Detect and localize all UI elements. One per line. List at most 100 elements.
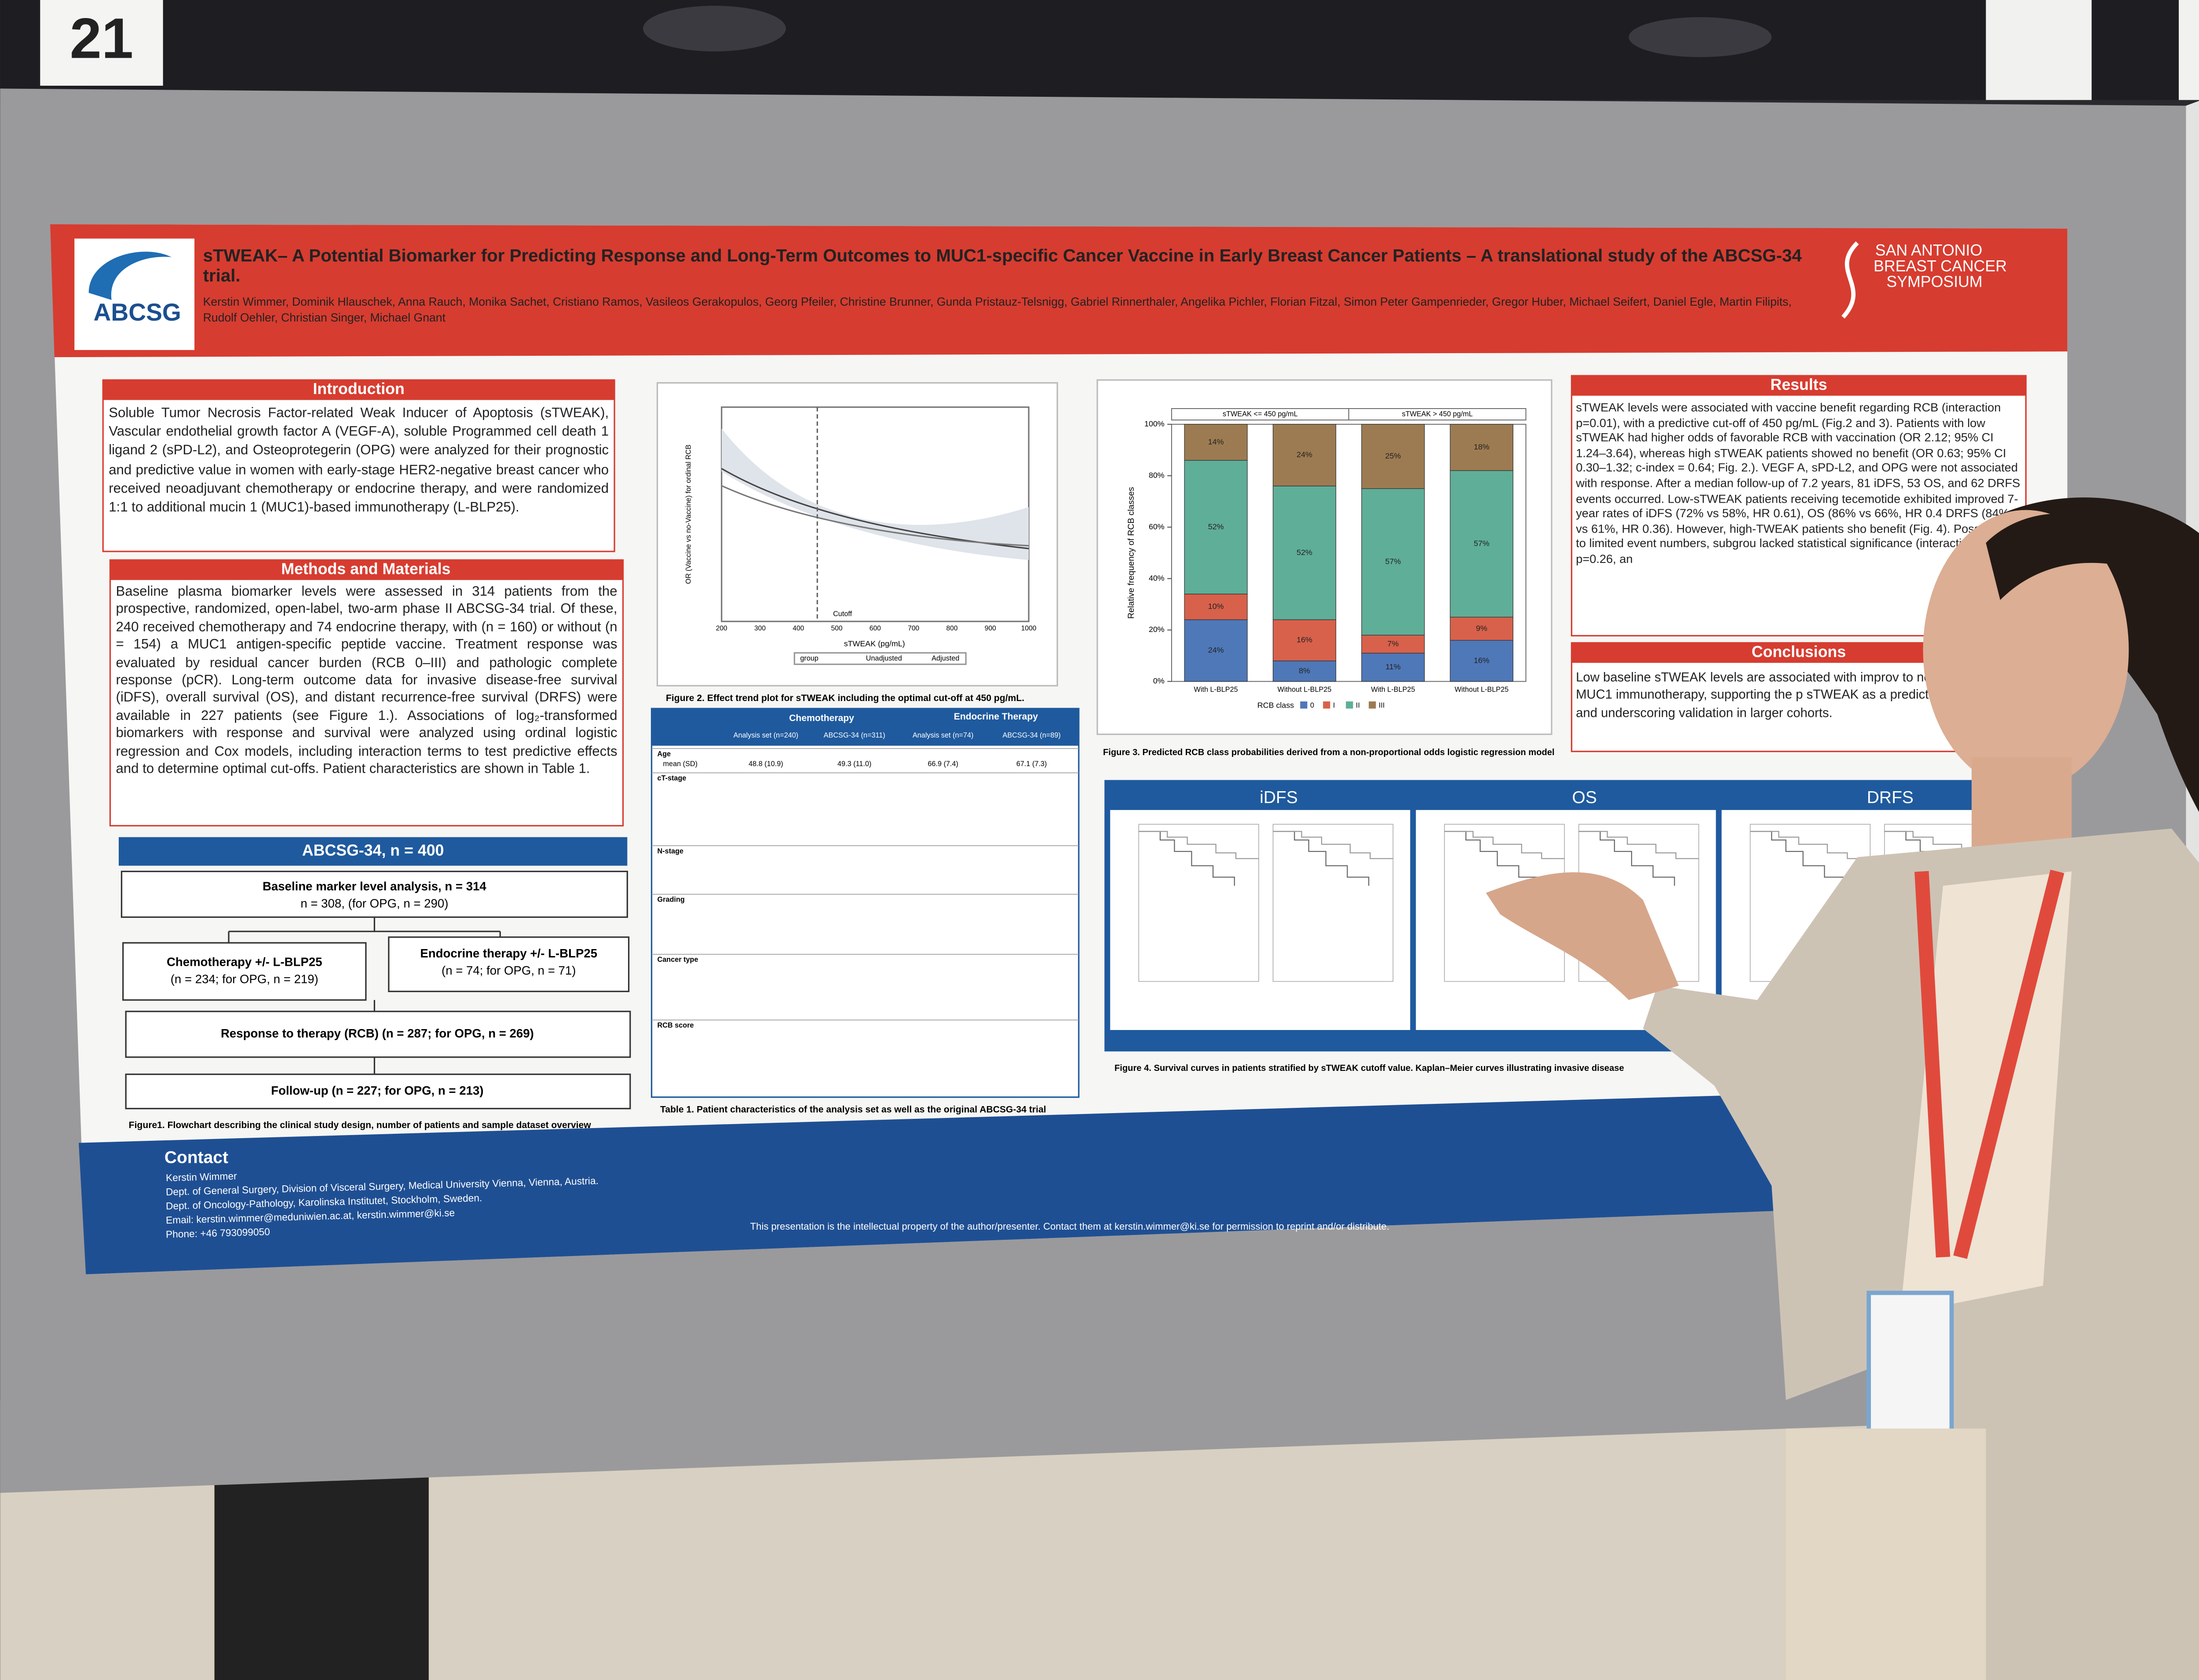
header-block: sTWEAK– A Potential Biomarker for Predic… [203, 246, 1825, 326]
intro-box [102, 379, 615, 552]
x-tick-label: Without L-BLP25 [1278, 686, 1332, 694]
symposium-name: SAN ANTONIO [1875, 241, 1982, 259]
flow-label: Baseline marker level analysis, n = 314 [263, 879, 486, 893]
bar-segment [1361, 635, 1425, 654]
bar-segment [1272, 486, 1337, 620]
table-column: Analysis set (n=240) [734, 731, 799, 739]
flow-node [388, 936, 630, 992]
lanyard [1914, 869, 2064, 1259]
km-curve [1444, 831, 1541, 886]
km-curve [1273, 831, 1393, 859]
trousers [1786, 1428, 1986, 1680]
authors: Kerstin Wimmer, Dominik Hlauschek, Anna … [203, 296, 1792, 325]
km-axes [1138, 824, 1259, 982]
logo-swirl [88, 252, 172, 300]
table-row-group: cT-stage [658, 774, 687, 782]
presenter [1486, 497, 2199, 1680]
intro-heading: Introduction [313, 380, 404, 398]
flow-node [125, 1074, 631, 1110]
flow-node [121, 870, 628, 918]
table-column: Analysis set (n=74) [913, 731, 974, 739]
km-title: DRFS [1867, 788, 1914, 807]
value-label: 11% [1385, 662, 1401, 671]
table-cell: 67.1 (7.3) [1016, 760, 1047, 768]
km-title: OS [1572, 788, 1597, 807]
table-row-group: N-stage [658, 847, 684, 855]
table-header [651, 709, 1079, 746]
bar-segment [1361, 653, 1425, 682]
face [1923, 510, 2129, 790]
group-header [1171, 408, 1349, 420]
bar-segment [1272, 619, 1337, 661]
x-tick-label: Without L-BLP25 [1454, 686, 1509, 694]
table-columns: Analysis set (n=240) ABCSG-34 (n=311) Anal… [734, 731, 1061, 739]
neighbor-sign [2178, 0, 2199, 100]
legend-label: Unadjusted [866, 654, 902, 662]
table-group: Chemotherapy [789, 713, 854, 723]
group-label: sTWEAK <= 450 pg/mL [1223, 410, 1298, 418]
bar-segment [1272, 424, 1337, 486]
bar-segment [1361, 424, 1425, 489]
km-curve [1578, 831, 1675, 886]
flow-connector [228, 917, 501, 943]
x-tick-label: 1000 [1021, 625, 1037, 632]
methods-text: Baseline plasma biomarker levels were as… [116, 584, 617, 778]
booth-number: 21 [70, 6, 134, 70]
km-curve [1139, 831, 1235, 886]
value-label: 52% [1208, 522, 1224, 531]
ceiling-light [643, 5, 786, 51]
table-row-group: Age [658, 750, 671, 758]
value-label: 16% [1474, 656, 1490, 665]
x-tick-label: 800 [946, 625, 958, 632]
x-tick-label: 500 [831, 625, 843, 632]
value-label: 14% [1208, 437, 1224, 446]
table-row-group: Cancer type [658, 956, 698, 964]
figure-caption: Figure 2. Effect trend plot for sTWEAK i… [666, 693, 1024, 703]
value-label: 52% [1297, 548, 1312, 557]
value-label: 25% [1385, 452, 1401, 460]
intro-body: Soluble Tumor Necrosis Factor-related We… [109, 406, 609, 516]
table-row-group: RCB score [658, 1022, 694, 1030]
legend-box [793, 652, 967, 665]
bar-segment [1450, 617, 1513, 641]
table1 [650, 708, 1080, 1098]
bar-segment [1184, 424, 1248, 461]
legend-label: 0 [1310, 701, 1314, 709]
km-plot [1110, 810, 1410, 1030]
bar-segment [1450, 424, 1513, 471]
y-tick-label: 60% [1149, 522, 1165, 531]
contact-line: Phone: +46 793099050 [166, 1226, 270, 1240]
bar-segment [1184, 619, 1248, 682]
figure-caption: Figure 4. Survival curves in patients st… [1114, 1063, 1624, 1073]
flow-label: Chemotherapy +/- L-BLP25 [167, 955, 322, 969]
km-curve [1444, 831, 1565, 859]
header-text: sTWEAK– A Potential Biomarker for Predic… [203, 246, 1825, 326]
logo-text: ABCSG [93, 299, 181, 326]
value-label: 7% [1388, 639, 1399, 648]
bar-segment [1184, 593, 1248, 620]
flow-top [118, 837, 628, 866]
legend-swatch [1300, 701, 1308, 709]
poster-title: sTWEAK– A Potential Biomarker for Predic… [203, 245, 1802, 286]
figure3-chart: 0% 20% 40% 60% 80% 100% Relative frequency of … [1126, 408, 1527, 709]
y-tick-label: 100% [1144, 419, 1165, 428]
ceiling [0, 0, 2199, 100]
results-heading: Results [1770, 376, 1827, 393]
legend-swatch [1346, 701, 1353, 709]
value-label: 24% [1297, 450, 1312, 459]
figure2-plot [721, 406, 1030, 622]
table-column: ABCSG-34 (n=311) [824, 731, 885, 739]
table-group: Endocrine Therapy [954, 712, 1038, 722]
methods-heading: Methods and Materials [281, 560, 450, 578]
y-tick-label: 80% [1149, 471, 1165, 479]
legend-label: III [1379, 701, 1385, 709]
x-tick-label: 300 [754, 625, 766, 632]
table-rows: mean (SD) 48.8 (10.9) 49.3 (11.0) 66.9 (7.4… [651, 748, 1079, 1030]
flow-label: (n = 234; for OPG, n = 219) [171, 972, 318, 986]
ceiling-light [1629, 17, 1772, 57]
legend-label: I [1333, 701, 1335, 709]
km-curve [1273, 831, 1370, 886]
value-label: 57% [1474, 539, 1490, 548]
table-cell: 66.9 (7.4) [928, 760, 958, 768]
methods-box [109, 559, 624, 827]
